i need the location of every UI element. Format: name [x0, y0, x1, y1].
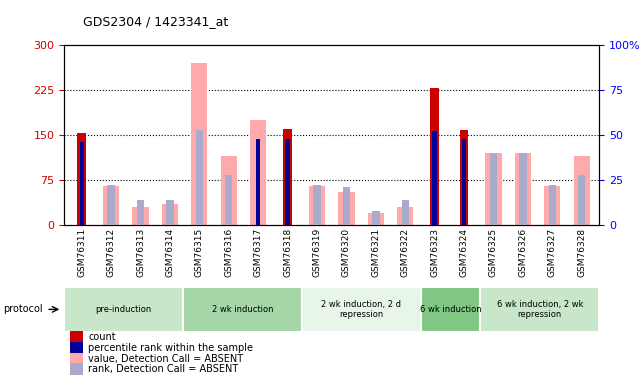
Bar	[285, 139, 290, 225]
Bar	[309, 186, 325, 225]
Bar	[433, 131, 437, 225]
Bar	[70, 363, 83, 375]
Text: GSM76320: GSM76320	[342, 228, 351, 277]
Bar	[283, 129, 292, 225]
Bar	[256, 139, 260, 225]
Bar	[183, 287, 302, 332]
Text: GSM76322: GSM76322	[401, 228, 410, 277]
Bar	[70, 342, 83, 354]
Bar	[544, 186, 560, 225]
Bar	[490, 153, 497, 225]
Bar	[302, 287, 421, 332]
Text: percentile rank within the sample: percentile rank within the sample	[88, 343, 253, 353]
Bar	[79, 142, 84, 225]
Text: 6 wk induction, 2 wk
repression: 6 wk induction, 2 wk repression	[497, 300, 583, 319]
Text: GSM76315: GSM76315	[195, 228, 204, 278]
Text: GSM76314: GSM76314	[165, 228, 174, 277]
Text: 6 wk induction: 6 wk induction	[420, 305, 481, 314]
Bar	[462, 139, 466, 225]
Bar	[162, 204, 178, 225]
Bar	[70, 331, 83, 343]
Bar	[196, 130, 203, 225]
Bar	[70, 352, 83, 364]
Bar	[133, 207, 149, 225]
Text: GSM76318: GSM76318	[283, 228, 292, 278]
Bar	[313, 185, 320, 225]
Bar	[515, 153, 531, 225]
Bar	[574, 156, 590, 225]
Bar	[221, 156, 237, 225]
Bar	[166, 200, 174, 225]
Text: value, Detection Call = ABSENT: value, Detection Call = ABSENT	[88, 354, 244, 364]
Bar	[519, 153, 526, 225]
Bar	[480, 287, 599, 332]
Bar	[368, 213, 384, 225]
Text: GSM76312: GSM76312	[106, 228, 115, 277]
Bar	[549, 185, 556, 225]
Text: GSM76326: GSM76326	[519, 228, 528, 277]
Text: GSM76328: GSM76328	[577, 228, 586, 277]
Bar	[372, 211, 379, 225]
Text: pre-induction: pre-induction	[96, 305, 152, 314]
Text: GSM76316: GSM76316	[224, 228, 233, 278]
Text: GSM76323: GSM76323	[430, 228, 439, 277]
Text: GSM76325: GSM76325	[489, 228, 498, 277]
Text: GSM76319: GSM76319	[313, 228, 322, 278]
Bar	[108, 185, 115, 225]
Bar	[191, 63, 208, 225]
Bar	[250, 120, 266, 225]
Text: GSM76321: GSM76321	[371, 228, 380, 277]
Bar	[485, 153, 501, 225]
Bar	[343, 187, 350, 225]
Bar	[64, 287, 183, 332]
Text: GDS2304 / 1423341_at: GDS2304 / 1423341_at	[83, 15, 229, 28]
Bar	[460, 130, 469, 225]
Text: 2 wk induction: 2 wk induction	[212, 305, 273, 314]
Bar	[421, 287, 480, 332]
Text: GSM76313: GSM76313	[136, 228, 145, 278]
Bar	[225, 175, 233, 225]
Text: GSM76311: GSM76311	[78, 228, 87, 278]
Bar	[338, 192, 354, 225]
Bar	[137, 200, 144, 225]
Text: count: count	[88, 332, 116, 342]
Text: GSM76317: GSM76317	[254, 228, 263, 278]
Text: 2 wk induction, 2 d
repression: 2 wk induction, 2 d repression	[321, 300, 401, 319]
Bar	[397, 207, 413, 225]
Bar	[430, 88, 439, 225]
Bar	[78, 133, 86, 225]
Text: GSM76324: GSM76324	[460, 228, 469, 277]
Bar	[578, 175, 585, 225]
Bar	[401, 200, 409, 225]
Text: rank, Detection Call = ABSENT: rank, Detection Call = ABSENT	[88, 364, 238, 374]
Text: GSM76327: GSM76327	[548, 228, 557, 277]
Bar	[103, 186, 119, 225]
Text: protocol: protocol	[3, 304, 43, 314]
